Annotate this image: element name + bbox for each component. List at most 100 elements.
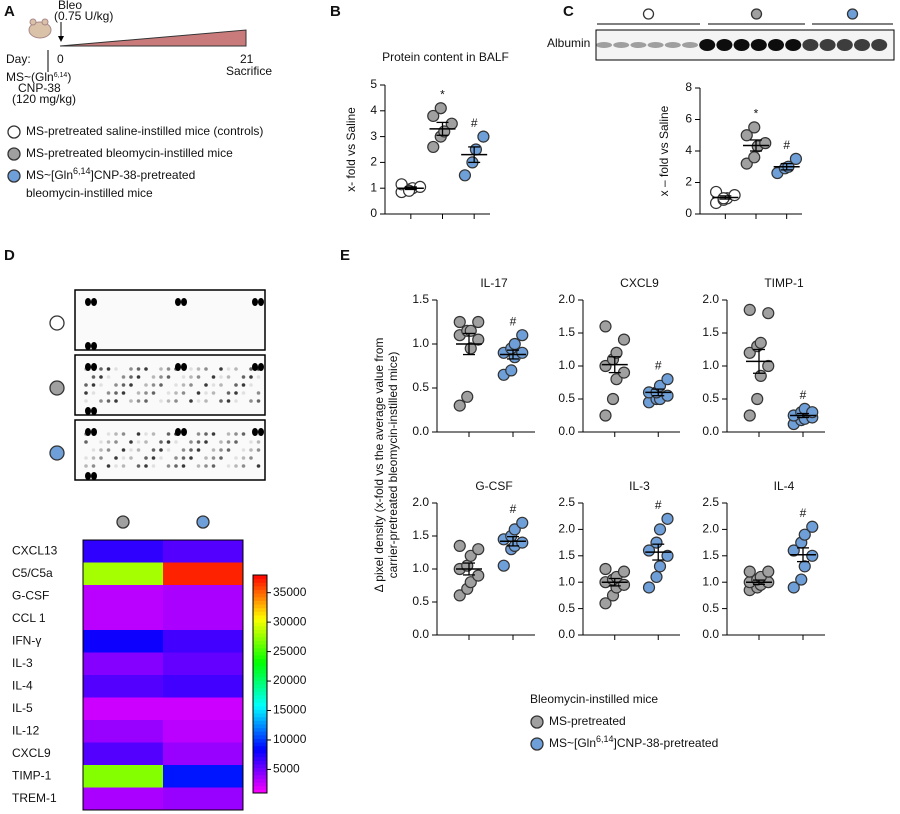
heat-cell: [163, 562, 243, 585]
data-point: [461, 390, 474, 403]
array-spot: [219, 383, 223, 387]
data-point: [516, 536, 529, 549]
colorbar-segment: [253, 589, 267, 594]
array-spot: [241, 391, 246, 395]
chart-title: TIMP-1: [764, 276, 804, 290]
y-tick-label: 5: [370, 77, 377, 91]
colorbar-segment: [253, 698, 267, 703]
error-bar: [608, 577, 621, 587]
error-bar: [750, 139, 762, 152]
blot-band: [682, 42, 698, 48]
array-spot: [114, 464, 118, 468]
colorbar-segment: [253, 760, 267, 765]
row-label: TREM-1: [12, 791, 57, 805]
data-point: [516, 346, 529, 359]
data-point: [610, 373, 623, 386]
array-spot: [241, 383, 246, 387]
array-spot: [91, 464, 96, 468]
row-label: CXCL13: [12, 543, 58, 557]
data-point: [748, 121, 761, 134]
text-part: ]CNP-38-pretreated: [91, 168, 196, 182]
array-spot: [226, 448, 231, 452]
colorbar-segment: [253, 625, 267, 630]
array-spot: [256, 432, 261, 436]
colorbar-segment: [253, 669, 267, 674]
array-spot: [234, 464, 238, 468]
group-marker: [49, 315, 65, 331]
colorbar-segment: [253, 705, 267, 710]
y-tick-label: 0.5: [412, 594, 429, 608]
heat-cell: [83, 585, 163, 608]
error-bar: [463, 562, 475, 576]
array-spot: [91, 432, 96, 436]
array-spot: [84, 432, 88, 436]
y-axis-label: x – fold vs Saline: [657, 105, 671, 196]
colorbar-segment: [253, 738, 267, 743]
data-point: [599, 320, 612, 333]
array-spot: [114, 391, 118, 395]
array-spot: [84, 367, 88, 371]
data-point: [464, 342, 477, 355]
data-point: [642, 581, 656, 594]
y-tick-label: 0.0: [412, 424, 429, 438]
array-spot: [219, 448, 223, 452]
data-point: [653, 560, 667, 573]
array-spot: [196, 367, 201, 371]
data-point: [497, 559, 510, 572]
data-point: [787, 544, 800, 557]
array-spot: [234, 432, 238, 436]
array-spot: [204, 399, 208, 403]
annotation: #: [800, 506, 807, 520]
blot-band: [819, 39, 836, 51]
array-spot: [159, 399, 163, 403]
array-spot: [204, 383, 208, 387]
data-point: [762, 565, 775, 578]
y-tick-label: 2.5: [558, 495, 575, 509]
blot-band: [750, 39, 767, 51]
heat-cell: [83, 720, 163, 743]
array-spot: [174, 399, 178, 403]
colorbar-segment: [253, 593, 267, 598]
heat-cell: [83, 652, 163, 675]
annotation: #: [655, 498, 662, 512]
row-label: IFN-γ: [12, 633, 41, 647]
array-spot: [129, 448, 133, 452]
data-point: [653, 523, 667, 536]
y-tick-label: 1.5: [558, 325, 575, 339]
error-bar: [753, 579, 765, 585]
blot-band: [699, 39, 716, 51]
y-tick-label: 0: [370, 206, 377, 220]
array-spot: [174, 464, 178, 468]
data-point: [617, 333, 631, 346]
y-tick-label: 1.0: [702, 574, 719, 588]
heat-cell: [83, 630, 163, 653]
colorbar-segment: [253, 618, 267, 623]
blot-band: [647, 42, 664, 48]
array-spot: [219, 440, 223, 444]
annotation: *: [440, 87, 445, 101]
heat-cell: [83, 675, 163, 698]
y-tick-label: 2.0: [702, 522, 719, 536]
colorbar-segment: [253, 604, 267, 609]
y-axis-label: x- fold vs Saline: [344, 107, 358, 192]
data-point: [477, 130, 490, 143]
timeline-wedge: [59, 29, 247, 47]
chart-title: IL-3: [629, 479, 650, 493]
data-point: [516, 516, 529, 529]
colorbar-tick-label: 25000: [273, 644, 307, 658]
array-spot: [234, 440, 238, 444]
array-spot: [204, 464, 208, 468]
data-point: [464, 549, 477, 562]
array-spot: [204, 456, 208, 460]
chart-title: IL-17: [480, 276, 508, 290]
data-point: [472, 333, 485, 346]
array-spot: [91, 472, 97, 480]
array-spot: [99, 456, 103, 460]
array-spot: [249, 383, 253, 387]
colorbar-frame: [252, 574, 268, 794]
colorbar-segment: [253, 662, 267, 667]
array-spot: [159, 383, 163, 387]
array-spot: [196, 464, 201, 468]
array-spot: [181, 391, 186, 395]
data-point: [740, 129, 753, 142]
